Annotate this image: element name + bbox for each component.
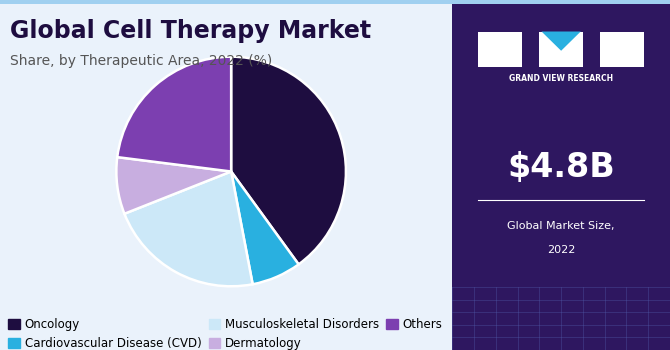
Text: Global Market Size,: Global Market Size,	[507, 221, 615, 231]
Text: Share, by Therapeutic Area, 2022 (%): Share, by Therapeutic Area, 2022 (%)	[10, 54, 272, 68]
Bar	[600, 32, 644, 66]
Legend: Oncology, Cardiovascular Disease (CVD), Musculoskeletal Disorders, Dermatology, : Oncology, Cardiovascular Disease (CVD), …	[3, 314, 448, 350]
Text: $4.8B: $4.8B	[507, 152, 615, 184]
Wedge shape	[117, 57, 231, 172]
Wedge shape	[125, 172, 253, 286]
Polygon shape	[541, 32, 581, 51]
Bar	[452, 0, 670, 4]
Wedge shape	[231, 172, 299, 284]
Bar	[539, 32, 583, 66]
Wedge shape	[231, 57, 346, 264]
Text: Global Cell Therapy Market: Global Cell Therapy Market	[10, 19, 371, 43]
Text: GRAND VIEW RESEARCH: GRAND VIEW RESEARCH	[509, 74, 613, 83]
Bar	[478, 32, 522, 66]
Wedge shape	[117, 157, 231, 214]
Bar	[0, 0, 452, 4]
Text: 2022: 2022	[547, 245, 576, 255]
